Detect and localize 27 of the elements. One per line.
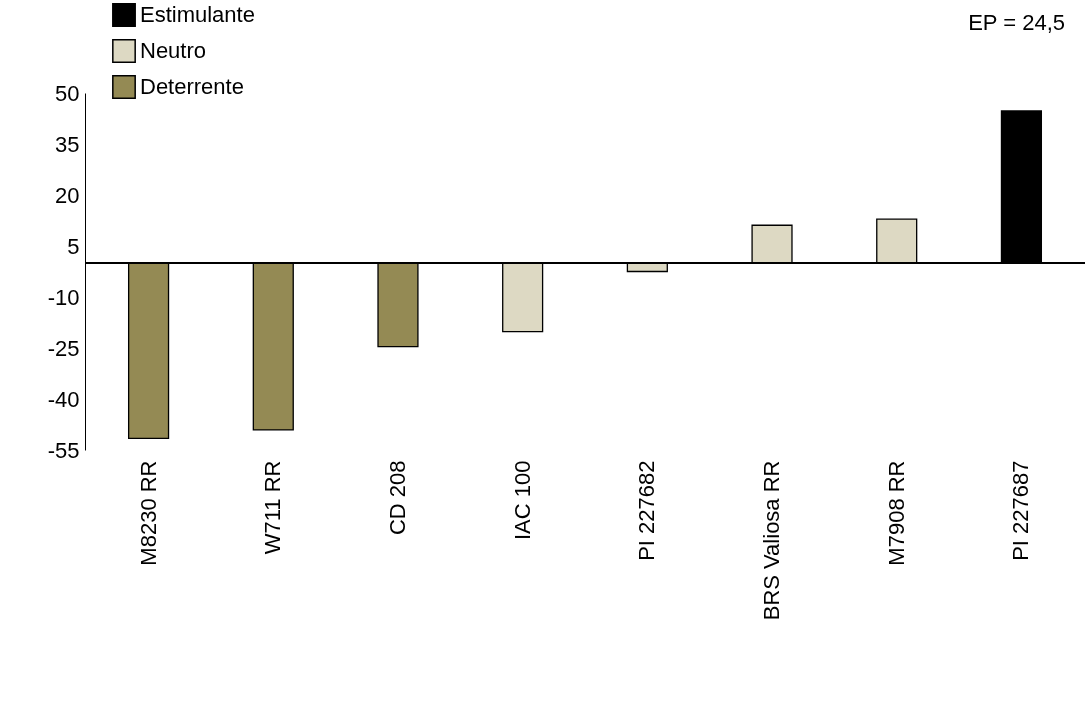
- legend-label: Deterrente: [140, 74, 244, 99]
- bar: [751, 224, 793, 264]
- bar: [876, 218, 918, 264]
- y-tick-label: -25: [47, 335, 80, 361]
- x-tick-label: BRS Valiosa RR: [759, 460, 785, 621]
- y-tick-label: 20: [55, 182, 80, 208]
- y-tick-label: 5: [67, 233, 80, 259]
- x-tick-label: PI 227682: [634, 460, 660, 561]
- bar: [377, 262, 419, 348]
- y-tick-label: 50: [55, 80, 80, 106]
- y-tick-label: 35: [55, 131, 80, 157]
- y-tick-label: -40: [47, 386, 80, 412]
- bar: [252, 262, 294, 431]
- bar: [127, 262, 170, 440]
- x-tick-label: CD 208: [384, 460, 410, 536]
- text: EP = 24,5: [968, 10, 1065, 35]
- bar: [502, 262, 544, 333]
- legend-label: Estimulante: [140, 2, 255, 27]
- x-tick-label: M7908 RR: [883, 460, 909, 566]
- x-tick-label: W711 RR: [260, 460, 286, 555]
- legend-label: Neutro: [140, 38, 207, 63]
- x-tick-label: PI 227687: [1008, 460, 1034, 561]
- x-tick-label: IAC 100: [509, 460, 535, 540]
- x-tick-label: M8230 RR: [135, 460, 161, 566]
- bar: [1000, 110, 1043, 264]
- y-tick-label: -10: [47, 284, 80, 310]
- y-tick-label: -55: [47, 437, 80, 463]
